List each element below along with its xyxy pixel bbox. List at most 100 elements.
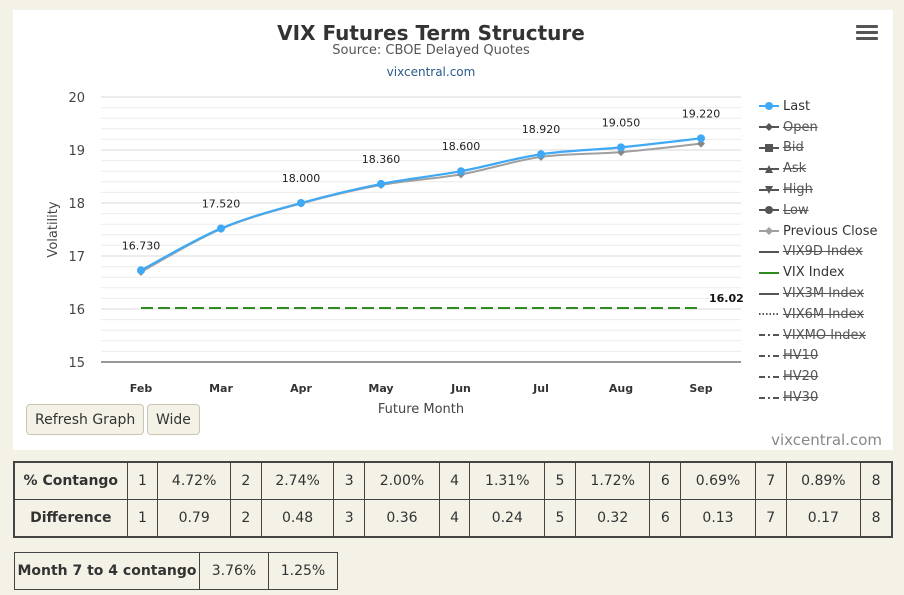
x-tick-label: Feb	[130, 382, 153, 395]
legend-item[interactable]: VIX9D Index	[758, 242, 893, 263]
value-cell: 2.00%	[364, 462, 440, 500]
month-index-cell: 3	[333, 462, 366, 500]
month-index-cell: 5	[544, 499, 576, 537]
vix-index-label: 16.02	[709, 292, 744, 305]
data-label: 19.050	[602, 116, 641, 129]
value-cell: 2.74%	[260, 462, 335, 500]
legend-symbol-icon	[759, 354, 779, 357]
y-tick-label: 19	[68, 144, 85, 159]
month-index-cell: 6	[649, 499, 682, 537]
legend-label: VIX6M Index	[783, 306, 865, 322]
legend-item[interactable]: VIX6M Index	[758, 304, 893, 325]
month-index-cell: 1	[126, 462, 159, 500]
y-tick-label: 16	[68, 303, 85, 318]
data-label: 18.000	[282, 172, 321, 185]
legend-symbol-icon	[759, 334, 779, 337]
data-label: 19.220	[682, 107, 721, 120]
legend-symbol-icon	[759, 227, 779, 236]
month-index-cell: 6	[649, 462, 682, 500]
month-index-cell: 3	[333, 499, 366, 537]
table-row: Difference 1 0.79 2 0.48 3 0.36 4 0.24 5 0.32 6 0.1…	[14, 499, 892, 537]
data-label: 18.920	[522, 123, 561, 136]
last-point	[617, 143, 625, 152]
legend-symbol-icon	[759, 143, 779, 152]
y-tick-label: 18	[68, 197, 85, 212]
x-tick-label: Sep	[689, 382, 712, 395]
legend-item[interactable]: HV20	[758, 366, 893, 387]
last-point	[537, 150, 545, 159]
row-label-difference: Difference	[14, 499, 128, 537]
y-axis-label: Volatility	[46, 201, 61, 257]
legend-label: Low	[783, 202, 809, 218]
value-cell: 0.69%	[680, 462, 756, 500]
value-cell: 0.79	[157, 499, 231, 537]
month-contango-table: Month 7 to 4 contango 3.76% 1.25%	[14, 552, 338, 590]
month-index-cell: 2	[230, 462, 262, 500]
wide-button[interactable]: Wide	[147, 404, 200, 435]
legend-item[interactable]: High	[758, 179, 893, 200]
y-tick-label: 17	[68, 250, 85, 265]
source-link[interactable]: vixcentral.com	[386, 65, 476, 79]
legend-item[interactable]: Ask	[758, 158, 893, 179]
chart-panel: 15 16 17 18 19 20 Feb Mar Apr May Jun Jul Aug Sep Futu…	[13, 10, 893, 450]
x-tick-label: Jun	[450, 382, 471, 395]
value-cell: 0.89%	[785, 462, 862, 500]
month-index-cell: 8	[860, 462, 892, 500]
legend-item[interactable]: HV30	[758, 387, 893, 408]
legend-symbol-icon	[759, 292, 779, 295]
legend-item[interactable]: HV10	[758, 346, 893, 367]
month-contango-value-2: 1.25%	[268, 552, 338, 590]
data-label: 18.360	[362, 153, 401, 166]
hamburger-menu-icon[interactable]	[856, 23, 878, 43]
legend-label: High	[783, 182, 813, 198]
chart-subtitle: Source: CBOE Delayed Quotes	[332, 43, 530, 58]
legend-item[interactable]: Low	[758, 200, 893, 221]
legend-label: HV30	[783, 390, 819, 406]
legend-symbol-icon	[759, 123, 779, 132]
data-label: 18.600	[442, 140, 481, 153]
legend-item[interactable]: VIXMO Index	[758, 325, 893, 346]
legend-label: Previous Close	[783, 223, 878, 239]
month-index-cell: 4	[438, 462, 471, 500]
last-point	[457, 167, 465, 176]
last-point	[297, 199, 305, 207]
legend-label: HV20	[783, 369, 819, 385]
legend-label: VIX Index	[783, 265, 845, 281]
legend-symbol-icon	[759, 206, 779, 215]
legend-symbol-icon	[759, 250, 779, 253]
value-cell: 0.17	[785, 499, 862, 537]
table-row: % Contango 1 4.72% 2 2.74% 3 2.00% 4 1.31% 5 1.72…	[14, 462, 892, 500]
legend-symbol-icon	[759, 396, 779, 399]
last-point	[697, 134, 705, 143]
legend-item[interactable]: VIX3M Index	[758, 283, 893, 304]
legend-label: Last	[783, 98, 811, 114]
month-index-cell: 1	[126, 499, 159, 537]
legend-item[interactable]: Open	[758, 117, 893, 138]
legend-item[interactable]: Last	[758, 96, 893, 117]
table-row: Month 7 to 4 contango 3.76% 1.25%	[14, 552, 338, 590]
legend-item[interactable]: Previous Close	[758, 221, 893, 242]
legend-label: Bid	[783, 140, 804, 156]
month-index-cell: 7	[754, 499, 787, 537]
value-cell: 1.72%	[574, 462, 651, 500]
legend-label: Open	[783, 119, 818, 135]
y-tick-label: 20	[68, 91, 85, 106]
refresh-graph-button[interactable]: Refresh Graph	[26, 404, 145, 435]
last-point	[137, 266, 145, 275]
x-tick-label: Apr	[290, 382, 312, 395]
month-index-cell: 2	[230, 499, 262, 537]
value-cell: 0.32	[574, 499, 651, 537]
value-cell: 0.24	[469, 499, 546, 537]
legend-symbol-icon	[759, 185, 779, 194]
chart-title: VIX Futures Term Structure	[277, 21, 585, 45]
legend-item[interactable]: Bid	[758, 138, 893, 159]
stats-table: % Contango 1 4.72% 2 2.74% 3 2.00% 4 1.31% 5 1.72…	[13, 461, 893, 538]
legend-item[interactable]: VIX Index	[758, 262, 893, 283]
x-tick-label: Jul	[532, 382, 549, 395]
legend-symbol-icon	[759, 375, 779, 378]
month-index-cell: 5	[544, 462, 576, 500]
month-contango-value-1: 3.76%	[199, 552, 269, 590]
chart-credit[interactable]: vixcentral.com	[771, 431, 882, 449]
chart-legend: Last Open Bid Ask High Low Previous Close VIX9D…	[758, 96, 893, 408]
value-cell: 0.36	[364, 499, 440, 537]
